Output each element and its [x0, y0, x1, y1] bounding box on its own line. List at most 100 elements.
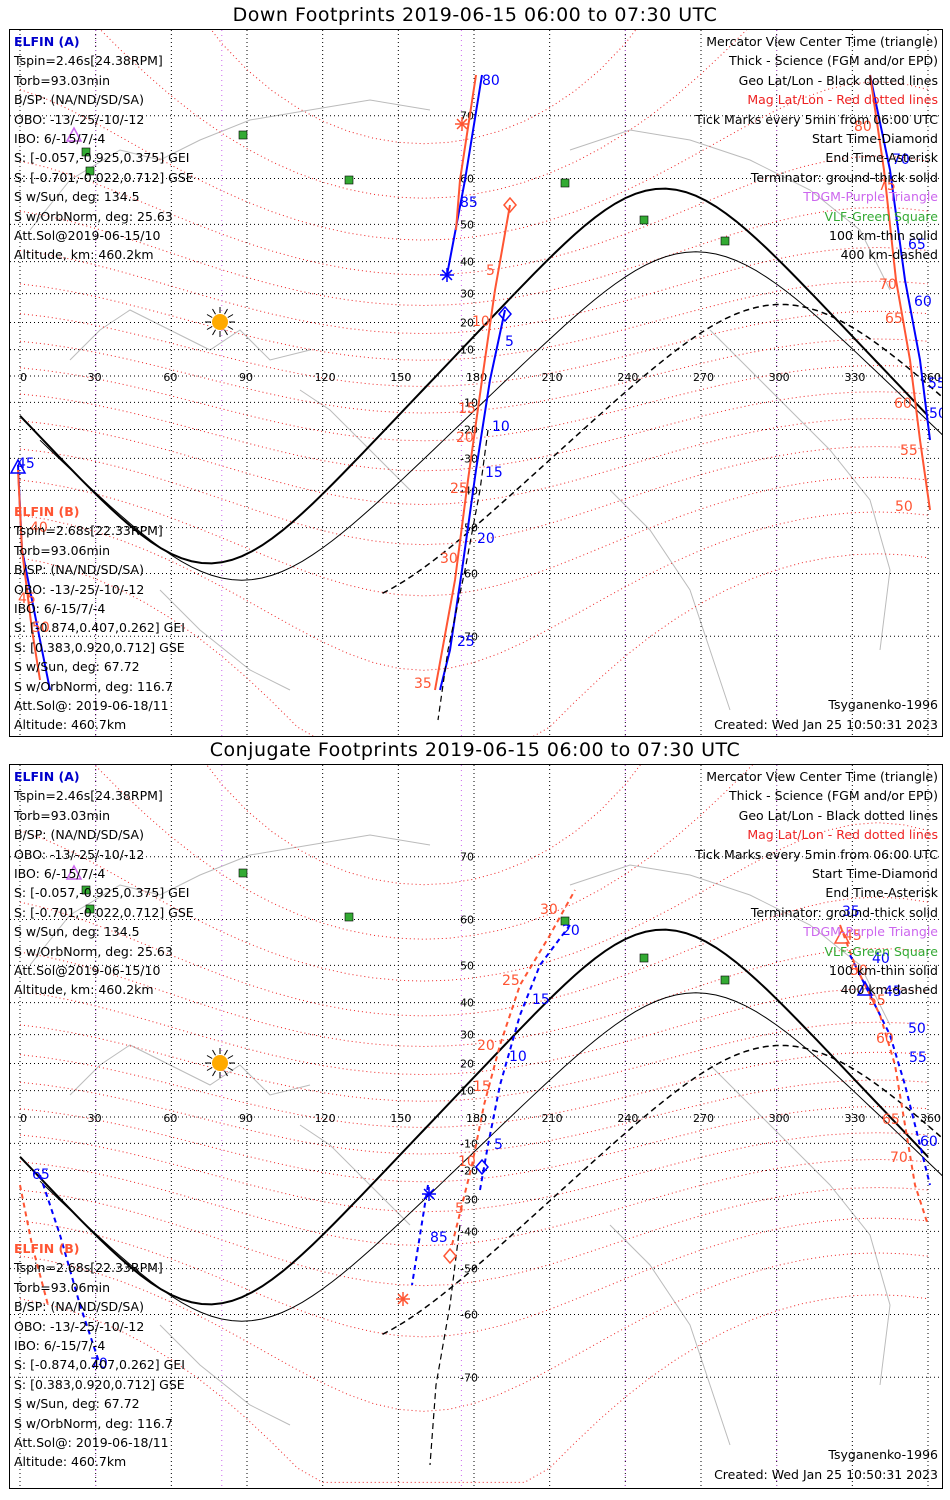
mag-parallel-20: [19, 1021, 929, 1102]
lat-label--20: -20: [460, 1164, 478, 1177]
tick-label-a-50: 50: [929, 406, 942, 422]
end-time-asterisk-0: [422, 1187, 436, 1201]
lon-label-330: 330: [844, 371, 865, 384]
tick-label-b-5: 5: [486, 263, 495, 279]
tick-label-b-30: 30: [540, 902, 558, 918]
lon-label-330: 330: [844, 1112, 865, 1125]
tick-label-b-70: 70: [890, 1150, 908, 1166]
elfin-a-track-east: [869, 74, 931, 441]
elfin-a-bsp: B/SP: (NA/ND/SD/SA): [14, 827, 144, 843]
mag-parallel--20: [19, 1132, 929, 1213]
elfin-a-altitude: Altitude, km: 460.2km: [14, 247, 154, 263]
legend-tick-marks: Tick Marks every 5min from 06:00 UTC: [695, 846, 938, 862]
terminator-100km: [39, 251, 942, 581]
coastline-5: [709, 1064, 891, 1386]
tick-label-a-15: 15: [485, 465, 503, 481]
sun-icon: [205, 1048, 235, 1078]
lon-label-30: 30: [88, 1112, 102, 1125]
lat-label-30: 30: [460, 1029, 474, 1042]
vlf-square-0: [238, 130, 248, 140]
lon-label-120: 120: [315, 371, 336, 384]
coastline-1: [69, 309, 311, 361]
tick-label-a-65: 65: [908, 237, 926, 253]
elfin-b-info: ELFIN (B) Tspin=2.68s[22.33RPM] Torb=93.…: [14, 1239, 185, 1472]
lat-label--30: -30: [460, 452, 478, 465]
legend-100km: 100 km-thin solid: [829, 228, 938, 244]
lon-label-270: 270: [693, 371, 714, 384]
elfin-a-attsol: Att.Sol@2019-06-15/10: [14, 963, 161, 979]
coastline-3: [159, 589, 291, 691]
mag-parallel-40: [19, 947, 929, 1047]
vlf-square-3: [344, 175, 354, 185]
down-footprints-map[interactable]: 0 30 60 90 120 150 180 210 240 270 300 330 360706050…: [10, 30, 942, 736]
elfin-b-gei: S: [-0.874,0.407,0.262] GEI: [14, 620, 185, 636]
start-time-diamond-3: [503, 196, 517, 214]
tick-label-a-40: 40: [872, 951, 890, 967]
model-label: Tsyganenko-1996: [828, 1447, 938, 1462]
legend: Mercator View Center Time (triangle) Thi…: [695, 32, 938, 265]
tick-label-b-35: 35: [414, 676, 432, 692]
elfin-a-orbnorm-angle: S w/OrbNorm, deg: 25.63: [14, 208, 173, 224]
tick-label-a-60: 60: [920, 1134, 938, 1150]
elfin-b-tspin: Tspin=2.68s[22.33RPM]: [14, 1260, 163, 1276]
tick-label-b-45: 45: [18, 591, 36, 607]
coastline-2: [299, 389, 411, 491]
lat-label--10: -10: [460, 1137, 478, 1150]
legend-center-time: Mercator View Center Time (triangle): [706, 769, 938, 784]
lon-label-90: 90: [239, 1112, 253, 1125]
tick-label-a-5: 5: [494, 1137, 503, 1153]
coastline-3: [159, 1324, 291, 1426]
elfin-400-dashed: [429, 1224, 461, 1466]
lat-label--20: -20: [460, 423, 478, 436]
tick-label-b-10: 10: [472, 314, 490, 330]
lat-label-50: 50: [460, 959, 474, 972]
mag-parallel-50: [19, 896, 929, 1017]
coastline-2: [299, 1124, 411, 1226]
mag-parallel--70: [19, 1294, 929, 1483]
legend-400km: 400 km-dashed: [840, 247, 938, 263]
tick-label-b-15: 15: [458, 401, 476, 417]
vlf-square-2: [85, 166, 95, 176]
vlf-square-6: [720, 975, 730, 985]
elfin-a-altitude: Altitude, km: 460.2km: [14, 982, 154, 998]
lon-label-150: 150: [390, 371, 411, 384]
elfin-a-track-conj-east: [849, 954, 931, 1186]
legend-100km: 100 km-thin solid: [829, 963, 938, 979]
tick-label-a-10: 10: [492, 419, 510, 435]
legend-end-time: End Time-Asterisk: [825, 150, 938, 166]
elfin-b-gse: S: [0.383,0.920,0.712] GSE: [14, 639, 185, 655]
terminator-100km: [39, 992, 942, 1322]
conjugate-footprints-map[interactable]: 0 30 60 90 120 150 180 210 240 270 300 330 360 70 60 50…: [10, 765, 942, 1488]
tick-label-a-60: 60: [914, 294, 932, 310]
tick-label-a-85: 85: [430, 1230, 448, 1246]
mag-parallel--50: [19, 1217, 929, 1338]
legend-start-time: Start Time-Diamond: [811, 131, 938, 147]
legend-tdgm: TDGM-Purple Triangle: [803, 924, 938, 940]
terminator-400km: [382, 1044, 942, 1335]
sun-icon: [205, 307, 235, 337]
elfin-a-track-down-2: [439, 309, 506, 691]
tick-label-b-25: 25: [450, 481, 468, 497]
lon-label-180: 180: [466, 1112, 487, 1125]
vlf-square-4: [560, 178, 570, 188]
created-label: Created: Wed Jan 25 10:50:31 2023: [714, 717, 938, 732]
terminator-ground: [19, 187, 929, 565]
lon-label-210: 210: [542, 371, 563, 384]
elfin-b-info: ELFIN (B) Tspin=2.68s[22.33RPM] Torb=93.…: [14, 502, 185, 735]
elfin-b-track-down: [455, 74, 477, 231]
elfin-b-track-conj-east: [839, 924, 929, 1226]
tick-label-a-70: 70: [892, 152, 910, 168]
lat-label-60: 60: [460, 913, 474, 926]
start-time-diamond-3: [443, 1247, 457, 1265]
tick-label-a-10: 10: [509, 1049, 527, 1065]
vlf-square-3: [344, 912, 354, 922]
lon-label-360: 360: [920, 371, 941, 384]
mag-parallel--70: [19, 553, 929, 736]
legend-geo-grid: Geo Lat/Lon - Black dotted lines: [738, 807, 938, 823]
elfin-b-tspin: Tspin=2.68s[22.33RPM]: [14, 523, 163, 539]
elfin-b-bsp: B/SP: (NA/ND/SD/SA): [14, 1299, 144, 1315]
lon-label-150: 150: [390, 1112, 411, 1125]
model-label: Tsyganenko-1996: [828, 697, 938, 712]
coastline-1: [69, 1044, 311, 1096]
elfin-a-track-conj-west: [39, 1174, 101, 1366]
